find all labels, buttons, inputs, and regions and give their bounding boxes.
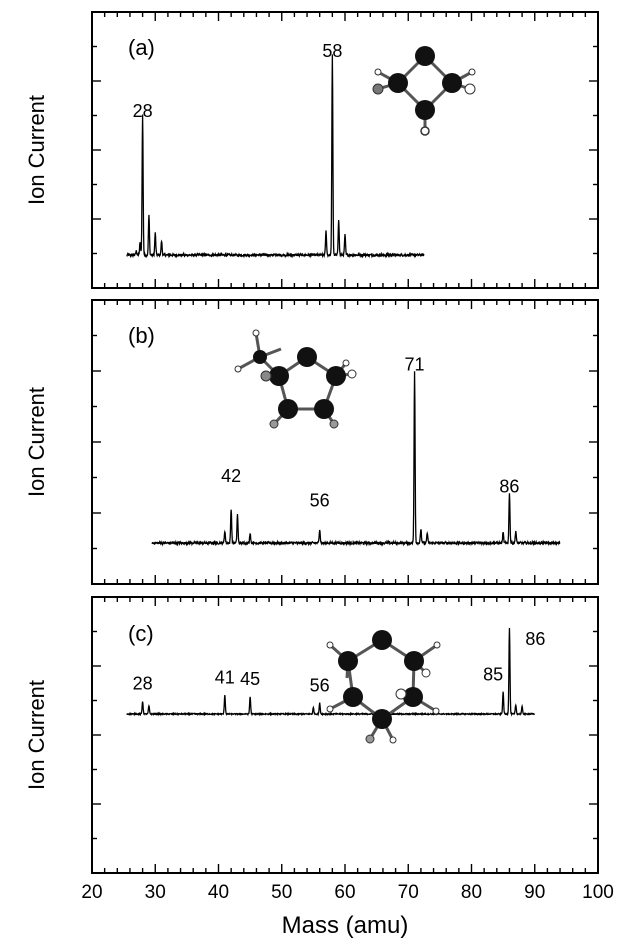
x-tick-labels: 20 30 40 50 60 70 80 90 100 bbox=[81, 882, 613, 903]
panel-a-annotations: 28 58 bbox=[133, 41, 343, 121]
panel-c-annotations: 28 41 45 56 85 86 bbox=[133, 629, 546, 695]
x-tick-label: 30 bbox=[145, 882, 166, 903]
x-tick-label: 20 bbox=[81, 882, 102, 903]
peak-label-42: 42 bbox=[221, 466, 241, 486]
panel-c-spectrum-line bbox=[126, 628, 535, 717]
panel-b-spectrum-line bbox=[151, 371, 561, 547]
panel-a-spectrum-line bbox=[126, 54, 425, 259]
peak-label-56: 56 bbox=[310, 491, 330, 511]
x-tick-label: 90 bbox=[524, 882, 545, 903]
panel-c-ylabel: Ion Current bbox=[24, 680, 49, 790]
x-tick-label: 50 bbox=[271, 882, 292, 903]
panel-a-frame bbox=[91, 11, 599, 289]
peak-label-28: 28 bbox=[133, 101, 153, 121]
panel-a-ticks bbox=[91, 12, 599, 288]
molecule-b-illustration bbox=[234, 329, 357, 429]
x-tick-label: 70 bbox=[398, 882, 419, 903]
peak-label-28: 28 bbox=[133, 674, 153, 694]
x-tick-label: 60 bbox=[334, 882, 355, 903]
panel-b-annotations: 42 56 71 86 bbox=[221, 355, 519, 511]
peak-label-45: 45 bbox=[240, 669, 260, 689]
panel-b-label: (b) bbox=[128, 323, 155, 348]
molecule-a-illustration bbox=[372, 46, 476, 136]
panel-a-ylabel: Ion Current bbox=[24, 95, 49, 205]
panel-c-frame bbox=[91, 596, 599, 874]
peak-label-71: 71 bbox=[405, 355, 425, 375]
panel-b-ylabel: Ion Current bbox=[24, 387, 49, 497]
peak-label-86: 86 bbox=[525, 629, 545, 649]
peak-label-41: 41 bbox=[215, 667, 235, 687]
x-axis-label: Mass (amu) bbox=[282, 912, 409, 939]
panel-c-label: (c) bbox=[128, 621, 154, 646]
panel-c-ticks bbox=[91, 597, 599, 873]
panel-a-label: (a) bbox=[128, 35, 155, 60]
peak-label-56: 56 bbox=[310, 675, 330, 695]
peak-label-58: 58 bbox=[322, 41, 342, 61]
x-tick-label: 40 bbox=[208, 882, 229, 903]
panel-b-ticks bbox=[91, 300, 599, 584]
peak-label-86: 86 bbox=[499, 476, 519, 496]
x-tick-label: 80 bbox=[461, 882, 482, 903]
molecule-c-illustration bbox=[326, 630, 441, 744]
x-tick-label: 100 bbox=[582, 882, 614, 903]
peak-label-85: 85 bbox=[483, 665, 503, 685]
